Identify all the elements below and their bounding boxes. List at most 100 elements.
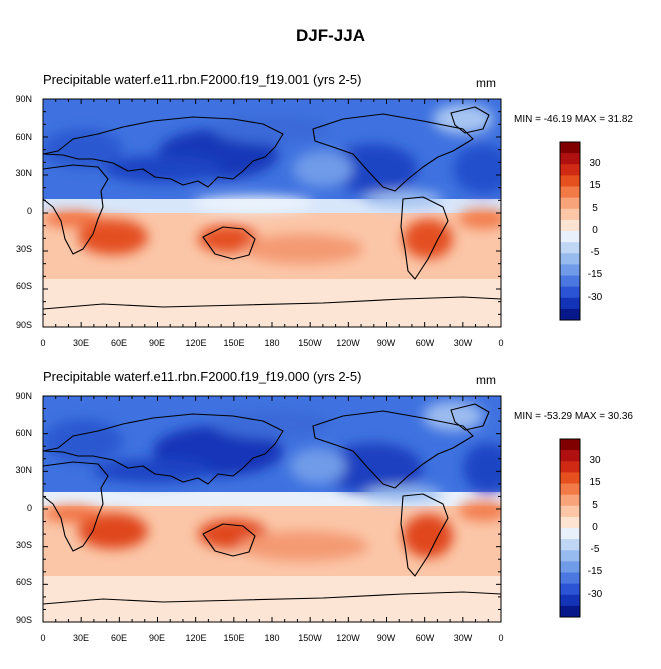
- map-plot: [42, 98, 502, 328]
- panel-title: Precipitable waterf.e11.rbn.F2000.f19_f1…: [43, 369, 362, 384]
- colorbar-swatch: [560, 208, 580, 221]
- colorbar-swatch: [560, 164, 580, 176]
- colorbar-label: 0: [592, 522, 598, 533]
- colorbar-swatch: [560, 439, 580, 451]
- lon-label: 0: [498, 633, 504, 643]
- colorbar-border: [559, 438, 581, 618]
- colorbar-label: -30: [587, 589, 603, 600]
- lon-label: 0: [40, 338, 46, 348]
- panel-title: Precipitable waterf.e11.rbn.F2000.f19_f1…: [43, 72, 362, 87]
- colorbar-swatch: [560, 175, 580, 188]
- lon-label: 0: [40, 633, 46, 643]
- colorbar: [559, 438, 581, 618]
- lat-label: 60S: [15, 281, 32, 291]
- colorbar-swatch: [560, 197, 580, 210]
- min-max-label: MIN = -53.29 MAX = 30.36: [514, 411, 633, 422]
- lon-label: 120W: [336, 338, 360, 348]
- colorbar-swatch: [560, 219, 580, 232]
- colorbar-label: 15: [589, 477, 601, 488]
- map-panel-top: Precipitable waterf.e11.rbn.F2000.f19_f1…: [0, 72, 661, 372]
- lon-label: 30W: [453, 633, 473, 643]
- colorbar-label: 15: [589, 180, 601, 191]
- colorbar-label: -15: [587, 269, 603, 280]
- lat-label: 30N: [15, 168, 32, 178]
- colorbar-swatch: [560, 494, 580, 507]
- min-max-label: MIN = -46.19 MAX = 31.82: [514, 114, 633, 125]
- colorbar-swatch: [560, 275, 580, 288]
- units-label: mm: [476, 76, 496, 90]
- colorbar-swatch: [560, 472, 580, 485]
- lon-label: 120E: [185, 338, 207, 348]
- lat-label: 90N: [15, 391, 32, 401]
- colorbar-label: 30: [589, 158, 601, 169]
- colorbar-swatch: [560, 297, 580, 310]
- lon-label: 120E: [185, 633, 207, 643]
- map-panel-bottom: Precipitable waterf.e11.rbn.F2000.f19_f1…: [0, 369, 661, 669]
- colorbar-swatch: [560, 308, 580, 321]
- lat-label: 60S: [15, 577, 32, 587]
- colorbar-swatch: [560, 450, 580, 462]
- colorbar-swatch: [560, 550, 580, 562]
- page-title: DJF-JJA: [296, 26, 365, 45]
- colorbar-swatch: [560, 572, 580, 585]
- lon-label: 60W: [415, 338, 435, 348]
- map-plot: [42, 395, 502, 623]
- colorbar-swatch: [560, 505, 580, 518]
- colorbar-swatch: [560, 528, 580, 540]
- colorbar-swatch: [560, 594, 580, 607]
- colorbar: [559, 141, 581, 321]
- lat-label: 90S: [15, 320, 32, 330]
- colorbar-label: -15: [587, 566, 603, 577]
- colorbar-swatch: [560, 264, 580, 277]
- lon-label: 60W: [415, 633, 435, 643]
- lon-label: 30E: [72, 338, 89, 348]
- colorbar-swatch: [560, 539, 580, 551]
- colorbar-swatch: [560, 583, 580, 596]
- lat-label: 0: [26, 206, 32, 216]
- lon-label: 90W: [376, 338, 396, 348]
- lat-label: 30N: [15, 465, 32, 475]
- colorbar-label: -5: [590, 247, 600, 258]
- colorbar-swatch: [560, 253, 580, 265]
- colorbar-swatch: [560, 461, 580, 473]
- lat-label: 30S: [15, 540, 32, 550]
- colorbar-label: 5: [592, 203, 598, 214]
- lon-label: 180: [264, 633, 280, 643]
- colorbar-swatch: [560, 516, 580, 529]
- units-label: mm: [476, 373, 496, 387]
- colorbar-swatch: [560, 483, 580, 496]
- colorbar-swatch: [560, 142, 580, 154]
- lon-label: 120W: [336, 633, 360, 643]
- colorbar-border: [559, 141, 581, 321]
- lat-label: 0: [26, 503, 32, 513]
- colorbar-label: -5: [590, 544, 600, 555]
- lat-label: 90N: [15, 94, 32, 104]
- colorbar-swatch: [560, 286, 580, 299]
- lat-label: 30S: [15, 244, 32, 254]
- lon-label: 0: [498, 338, 504, 348]
- colorbar-swatch: [560, 605, 580, 618]
- lon-label: 90W: [376, 633, 396, 643]
- lat-label: 90S: [15, 615, 32, 625]
- colorbar-label: 0: [592, 225, 598, 236]
- lon-label: 30W: [453, 338, 473, 348]
- lon-label: 150E: [223, 633, 245, 643]
- lon-label: 150W: [298, 338, 322, 348]
- lon-label: 90E: [148, 633, 165, 643]
- lat-label: 60N: [15, 428, 32, 438]
- lon-label: 60E: [110, 338, 127, 348]
- lon-label: 180: [264, 338, 280, 348]
- colorbar-swatch: [560, 561, 580, 574]
- colorbar-swatch: [560, 242, 580, 254]
- colorbar-swatch: [560, 153, 580, 165]
- lon-label: 60E: [110, 633, 127, 643]
- colorbar-label: 30: [589, 455, 601, 466]
- colorbar-label: 5: [592, 500, 598, 511]
- lon-label: 150E: [223, 338, 245, 348]
- colorbar-swatch: [560, 186, 580, 199]
- lon-label: 90E: [148, 338, 165, 348]
- lon-label: 150W: [298, 633, 322, 643]
- colorbar-swatch: [560, 231, 580, 243]
- lat-label: 60N: [15, 132, 32, 142]
- lon-label: 30E: [72, 633, 89, 643]
